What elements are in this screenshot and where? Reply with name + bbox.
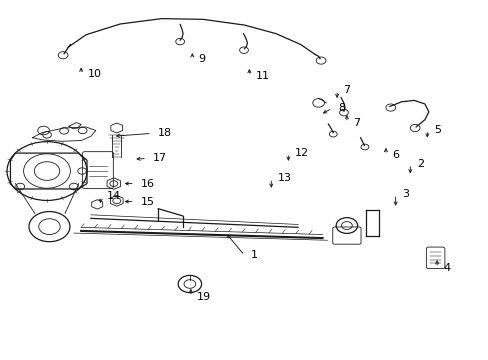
Text: 6: 6 — [391, 150, 398, 160]
Text: 10: 10 — [87, 69, 102, 79]
Text: 19: 19 — [197, 292, 211, 302]
Text: 7: 7 — [352, 118, 360, 128]
Text: 7: 7 — [343, 85, 350, 95]
Text: 12: 12 — [294, 148, 308, 158]
Text: 1: 1 — [250, 250, 257, 260]
Text: 15: 15 — [141, 197, 155, 207]
Text: 2: 2 — [416, 159, 423, 169]
Text: 17: 17 — [153, 153, 167, 163]
Text: 11: 11 — [255, 71, 269, 81]
Text: 8: 8 — [338, 103, 345, 113]
Text: 14: 14 — [107, 191, 121, 201]
Text: 4: 4 — [443, 263, 449, 273]
Text: 3: 3 — [401, 189, 408, 199]
Text: 16: 16 — [141, 179, 155, 189]
Text: 5: 5 — [433, 125, 440, 135]
Text: 9: 9 — [198, 54, 205, 64]
Text: 18: 18 — [158, 129, 172, 138]
Text: 13: 13 — [277, 173, 291, 183]
